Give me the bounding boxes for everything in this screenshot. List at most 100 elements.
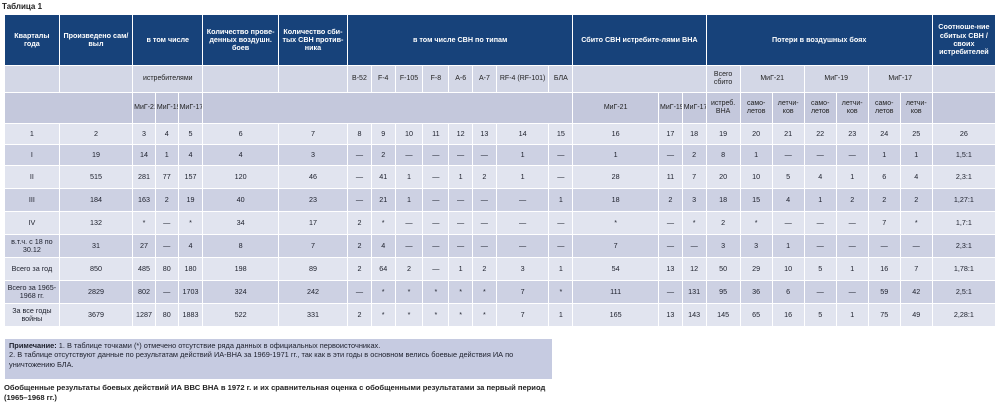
table-cell: 157 <box>178 166 203 188</box>
table-cell: Всего за 1965-1968 гг. <box>5 281 59 303</box>
table-cell: 5 <box>772 166 804 188</box>
table-cell: 1 <box>804 189 836 211</box>
table-cell: 2,3:1 <box>932 235 995 257</box>
table-cell: 1 <box>155 145 178 165</box>
table-cell: 1,78:1 <box>932 258 995 280</box>
table-cell: 2 <box>473 166 496 188</box>
header-blank <box>59 66 133 92</box>
table-cell: — <box>682 235 706 257</box>
table-cell: 163 <box>133 189 155 211</box>
table-cell: 8 <box>348 124 371 144</box>
table-cell: 242 <box>278 281 348 303</box>
table-cell: 2 <box>659 189 682 211</box>
table-cell: — <box>155 212 178 234</box>
table-cell: 331 <box>278 304 348 326</box>
table-cell: 1 <box>395 189 423 211</box>
header-planes: само-летов <box>740 93 772 123</box>
table-row: IV 132 * — * 34 17 2 * — — — — — — * — * 2 * — — —7 * 1,7:1 <box>5 212 995 234</box>
table-caption: Обобщенные результаты боевых действий ИА… <box>4 383 546 402</box>
table-cell: 802 <box>133 281 155 303</box>
table-cell: 13 <box>659 258 682 280</box>
header-fighters: истребителями <box>133 66 203 92</box>
table-cell: 2,3:1 <box>932 166 995 188</box>
table-cell: — <box>659 212 682 234</box>
table-cell: 2 <box>682 145 706 165</box>
table-cell: 75 <box>868 304 900 326</box>
table-cell: 64 <box>371 258 395 280</box>
table-cell: 23 <box>278 189 348 211</box>
table-cell: 1 <box>496 145 549 165</box>
table-cell: 29 <box>740 258 772 280</box>
table-cell: — <box>549 166 573 188</box>
table-row: За все годы войны 3679 1287 80 1883 522 331 2 * *… <box>5 304 995 326</box>
table-cell: 2,28:1 <box>932 304 995 326</box>
header-produced: Произведено сам/выл <box>59 15 133 65</box>
table-cell: — <box>900 235 932 257</box>
table-cell: 3 <box>496 258 549 280</box>
table-cell: 18 <box>573 189 659 211</box>
table-cell: 3 <box>133 124 155 144</box>
table-cell: — <box>449 212 473 234</box>
table-cell: 1 <box>5 124 59 144</box>
table-cell: 12 <box>449 124 473 144</box>
table-cell: * <box>371 212 395 234</box>
table-cell: * <box>473 304 496 326</box>
table-cell: 2 <box>868 189 900 211</box>
table-cell: 1 <box>836 304 868 326</box>
table-cell: — <box>496 189 549 211</box>
table-cell: 485 <box>133 258 155 280</box>
table-cell: — <box>549 212 573 234</box>
table-cell: 3 <box>706 235 740 257</box>
table-cell: * <box>449 304 473 326</box>
table-cell: 515 <box>59 166 133 188</box>
table-cell: 2,5:1 <box>932 281 995 303</box>
table-cell: 6 <box>868 166 900 188</box>
header-by-type: в том числе СВН по типам <box>348 15 573 65</box>
table-cell: 13 <box>659 304 682 326</box>
table-cell: 2 <box>348 258 371 280</box>
header-type-b52: B-52 <box>348 66 371 92</box>
table-cell: — <box>659 235 682 257</box>
table-cell: 26 <box>932 124 995 144</box>
column-number-row: 1 2 3 4 5 6 7 8 9 10 11 12 13 14 15 16 17 18 19 20 21 22 23 24 2… <box>5 124 995 144</box>
table-cell: 184 <box>59 189 133 211</box>
header-type-a7: A-7 <box>473 66 496 92</box>
header-blank <box>932 66 995 92</box>
table-cell: I <box>5 145 59 165</box>
table-cell: 1703 <box>178 281 203 303</box>
table-cell: * <box>395 304 423 326</box>
table-cell: 1,27:1 <box>932 189 995 211</box>
table-cell: 54 <box>573 258 659 280</box>
table-cell: 1 <box>868 145 900 165</box>
table-cell: — <box>836 212 868 234</box>
table-cell: 11 <box>423 124 449 144</box>
header-row-sub: истребителями B-52 F-4 F-105 F-8 A-6 A-7… <box>5 66 995 92</box>
header-shot-mig17: МиГ-17 <box>682 93 706 123</box>
table-cell: — <box>496 212 549 234</box>
table-cell: — <box>395 145 423 165</box>
table-cell: 165 <box>573 304 659 326</box>
table-cell: 16 <box>573 124 659 144</box>
table-cell: * <box>371 281 395 303</box>
table-cell: — <box>423 235 449 257</box>
table-cell: — <box>155 235 178 257</box>
table-cell: 18 <box>706 189 740 211</box>
table-cell: 22 <box>804 124 836 144</box>
table-cell: — <box>155 281 178 303</box>
table-cell: 89 <box>278 258 348 280</box>
note-line-2: 2. В таблице отсутствуют данные по резул… <box>9 350 514 369</box>
table-cell: 40 <box>203 189 278 211</box>
table-cell: 5 <box>804 258 836 280</box>
header-type-rf4: RF-4 (RF-101) <box>496 66 549 92</box>
table-cell: * <box>371 304 395 326</box>
table-cell: — <box>449 145 473 165</box>
table-cell: 16 <box>772 304 804 326</box>
table-cell: 1883 <box>178 304 203 326</box>
table-cell: — <box>423 189 449 211</box>
header-blank <box>203 66 278 92</box>
header-quarters: Кварталы года <box>5 15 59 65</box>
header-blank <box>278 66 348 92</box>
table-cell: 1 <box>740 145 772 165</box>
table-cell: 7 <box>868 212 900 234</box>
table-cell: 23 <box>836 124 868 144</box>
